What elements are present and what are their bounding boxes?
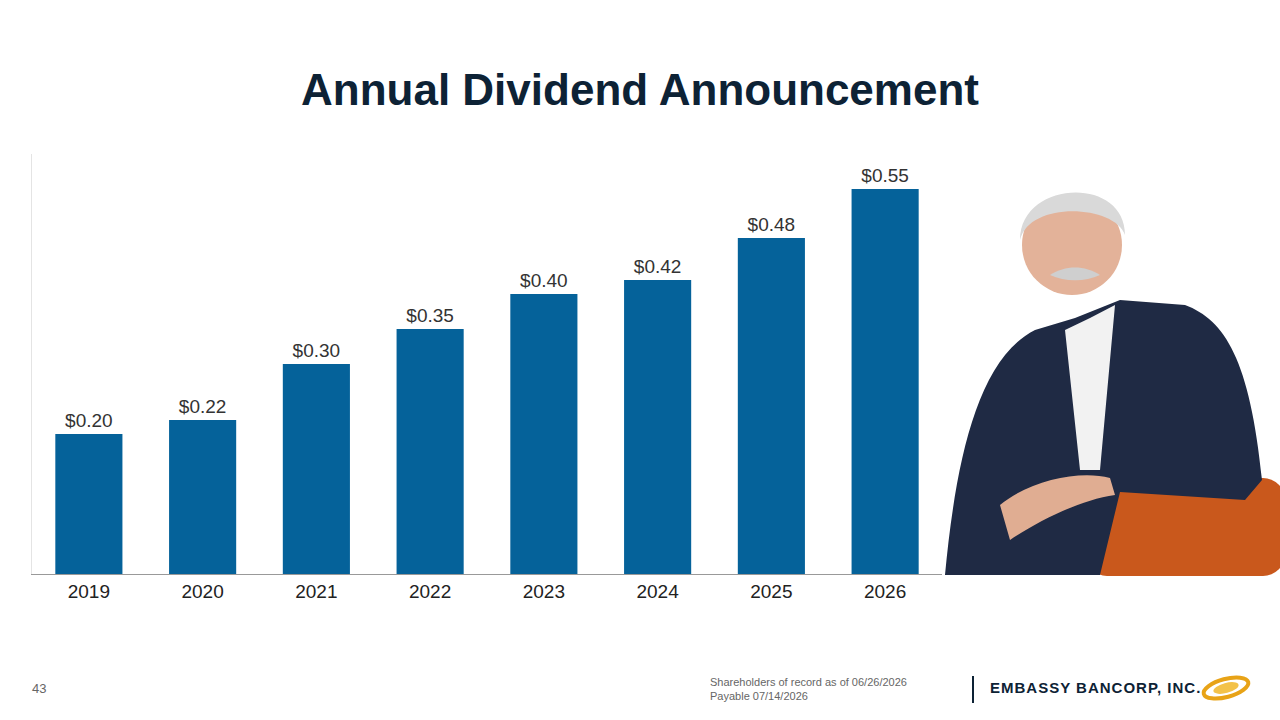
svg-text:2024: 2024 [636, 581, 679, 602]
svg-text:$0.40: $0.40 [520, 270, 568, 291]
svg-text:$0.20: $0.20 [65, 410, 113, 431]
html-text:Shareholders of record as of 0: Shareholders of record as of 06/26/2026 [710, 676, 907, 688]
html-text:Payable 07/14/2026: Payable 07/14/2026 [710, 690, 808, 702]
html-text:EMBASSY BANCORP, INC.: EMBASSY BANCORP, INC. [990, 679, 1202, 696]
svg-text:$0.35: $0.35 [406, 305, 454, 326]
svg-text:2022: 2022 [409, 581, 451, 602]
svg-text:Annual Dividend Announcement: Annual Dividend Announcement [301, 65, 979, 114]
svg-text:2021: 2021 [295, 581, 337, 602]
svg-text:2025: 2025 [750, 581, 792, 602]
svg-text:2019: 2019 [68, 581, 110, 602]
html-text:43: 43 [32, 681, 47, 696]
svg-text:2026: 2026 [864, 581, 906, 602]
svg-text:2023: 2023 [523, 581, 565, 602]
svg-text:$0.42: $0.42 [634, 256, 682, 277]
svg-text:$0.30: $0.30 [293, 340, 341, 361]
svg-text:$0.22: $0.22 [179, 396, 227, 417]
svg-text:$0.48: $0.48 [748, 214, 796, 235]
svg-text:2020: 2020 [181, 581, 223, 602]
svg-text:$0.55: $0.55 [861, 165, 909, 186]
